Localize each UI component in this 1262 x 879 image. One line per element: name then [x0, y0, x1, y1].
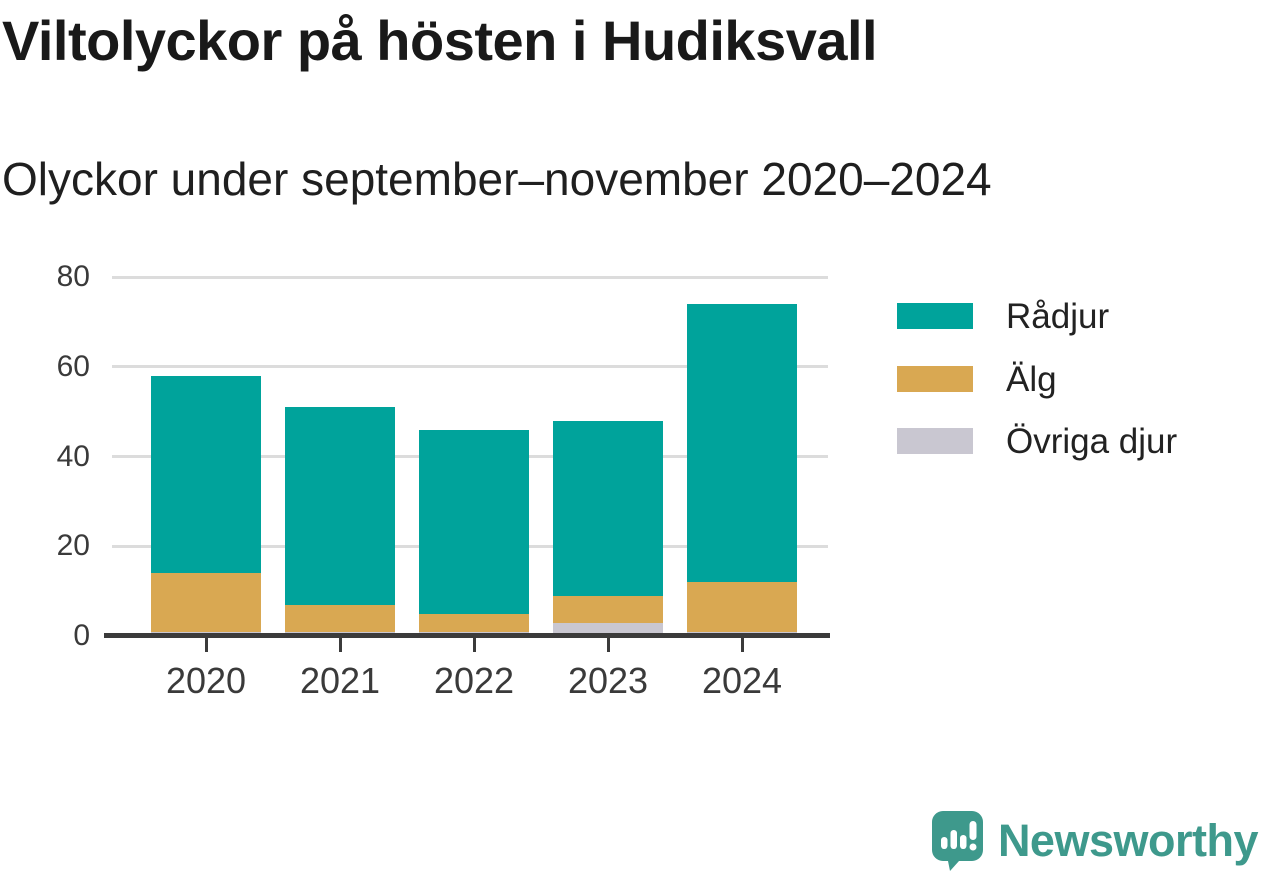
y-axis-label: 80 [56, 260, 90, 293]
x-axis-label: 2024 [701, 660, 783, 701]
legend-label: Älg [1006, 359, 1057, 399]
bar-segment-2023-1 [553, 595, 663, 623]
newsworthy-logo-icon [931, 811, 983, 871]
x-axis-label: 2020 [165, 660, 247, 701]
x-axis-label: 2023 [567, 660, 649, 701]
bar-segment-2023-0 [553, 420, 663, 596]
legend-label: Rådjur [1006, 297, 1110, 336]
y-axis-label: 0 [73, 619, 90, 652]
bar-segment-2020-1 [151, 573, 261, 632]
x-axis-line [104, 633, 830, 638]
gridline-y80 [112, 275, 828, 279]
legend-swatch [897, 365, 973, 392]
x-axis-label: 2022 [433, 660, 515, 701]
bar-segment-2022-0 [419, 429, 529, 614]
x-axis-tick [740, 638, 744, 652]
legend-label: Övriga djur [1006, 422, 1178, 461]
x-axis-tick [472, 638, 476, 652]
bar-segment-2023-2 [553, 622, 663, 636]
legend-swatch [897, 303, 973, 329]
x-axis-tick [338, 638, 342, 652]
bar-segment-2021-1 [285, 604, 395, 632]
x-axis-label: 2021 [299, 660, 381, 701]
brand-name: Newsworthy [997, 814, 1259, 866]
x-axis-tick [204, 638, 208, 652]
bar-segment-2024-0 [687, 303, 797, 583]
bar-segment-2024-1 [687, 582, 797, 632]
gridline-y60 [112, 365, 828, 369]
chart-title: Viltolyckor på hösten i Hudiksvall [2, 9, 878, 72]
brand-footer: Newsworthy [931, 810, 1259, 871]
y-axis-label: 60 [56, 349, 90, 383]
legend-swatch [897, 428, 973, 454]
y-axis-label: 40 [56, 439, 90, 473]
bar-segment-2020-0 [151, 375, 261, 574]
chart-subtitle: Olyckor under september–november 2020–20… [2, 153, 992, 205]
x-axis-tick [606, 638, 610, 652]
y-axis-label: 20 [56, 529, 90, 563]
bar-segment-2021-0 [285, 407, 395, 605]
bar-segment-2022-1 [419, 613, 529, 632]
